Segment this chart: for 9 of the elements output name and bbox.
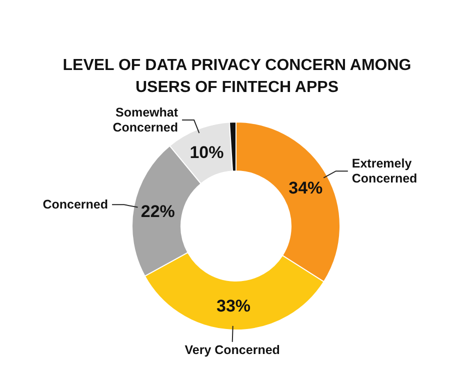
- data-label: 33%: [216, 296, 251, 316]
- data-label: 34%: [288, 178, 323, 198]
- slice-label: Extremely Concerned: [352, 156, 418, 186]
- chart-title: LEVEL OF DATA PRIVACY CONCERN AMONG USERS OF FINTECH APPS: [62, 57, 412, 96]
- data-label: 22%: [140, 202, 175, 222]
- slice-label: Concerned: [42, 198, 108, 212]
- data-label: 10%: [190, 143, 224, 162]
- slice-label: Very Concerned: [184, 342, 280, 357]
- slice-label: Somewhat Concerned: [112, 106, 179, 135]
